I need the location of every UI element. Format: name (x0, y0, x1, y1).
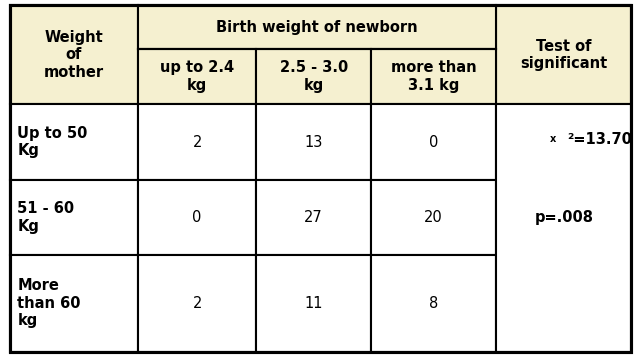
Bar (371, 255, 496, 352)
Bar (371, 49, 496, 104)
Text: 0: 0 (192, 210, 202, 225)
Bar (496, 5, 631, 104)
Text: p=.008: p=.008 (535, 210, 594, 225)
Bar (10, 104, 138, 180)
Bar (496, 104, 631, 352)
Bar (10, 180, 138, 255)
Bar (138, 180, 256, 255)
Bar (371, 180, 496, 255)
Text: 27: 27 (304, 210, 323, 225)
Text: 20: 20 (424, 210, 443, 225)
Text: 51 - 60
Kg: 51 - 60 Kg (17, 201, 74, 234)
Bar (371, 104, 496, 180)
Text: Weight
of
mother: Weight of mother (44, 30, 104, 80)
Text: 2.5 - 3.0
kg: 2.5 - 3.0 kg (279, 60, 348, 92)
Bar (256, 104, 371, 180)
Bar (138, 5, 496, 49)
Text: more than
3.1 kg: more than 3.1 kg (391, 60, 476, 92)
Text: Test of
significant: Test of significant (520, 39, 608, 71)
Text: 0: 0 (429, 135, 438, 150)
Bar (138, 104, 256, 180)
Text: More
than 60
kg: More than 60 kg (17, 278, 81, 328)
Text: Up to 50
Kg: Up to 50 Kg (17, 126, 88, 159)
Bar (10, 255, 138, 352)
Bar (256, 255, 371, 352)
Text: 13: 13 (304, 135, 323, 150)
Bar (138, 49, 256, 104)
Bar (10, 5, 138, 104)
Text: 11: 11 (304, 296, 323, 311)
Bar (138, 255, 256, 352)
Bar (256, 180, 371, 255)
Text: 2: 2 (192, 135, 202, 150)
Text: up to 2.4
kg: up to 2.4 kg (160, 60, 234, 92)
Text: Birth weight of newborn: Birth weight of newborn (216, 20, 418, 35)
Text: x: x (551, 134, 556, 144)
Text: 8: 8 (429, 296, 438, 311)
Text: 2: 2 (192, 296, 202, 311)
Bar (256, 49, 371, 104)
Text: ²=13.70: ²=13.70 (567, 132, 632, 147)
